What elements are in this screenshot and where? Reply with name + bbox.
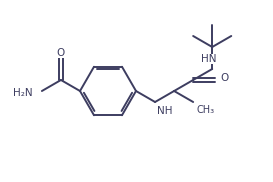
Text: O: O — [220, 73, 229, 83]
Text: CH₃: CH₃ — [196, 105, 214, 115]
Text: HN: HN — [201, 54, 217, 64]
Text: NH: NH — [157, 106, 173, 116]
Text: O: O — [57, 48, 65, 58]
Text: H₂N: H₂N — [13, 88, 33, 98]
